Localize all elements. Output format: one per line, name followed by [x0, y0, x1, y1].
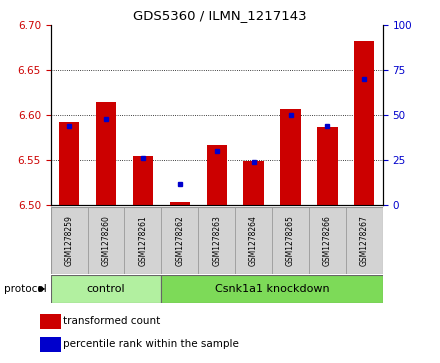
- Text: GDS5360 / ILMN_1217143: GDS5360 / ILMN_1217143: [133, 9, 307, 22]
- Bar: [317, 127, 337, 205]
- Text: protocol: protocol: [4, 284, 47, 294]
- Text: GSM1278265: GSM1278265: [286, 215, 295, 266]
- Bar: [206, 145, 227, 205]
- Text: GSM1278261: GSM1278261: [138, 215, 147, 266]
- Text: percentile rank within the sample: percentile rank within the sample: [63, 339, 239, 350]
- Bar: [354, 41, 374, 205]
- Text: GSM1278260: GSM1278260: [102, 215, 110, 266]
- Bar: [40, 337, 61, 352]
- Bar: [40, 314, 61, 329]
- Bar: [133, 156, 153, 205]
- Text: Csnk1a1 knockdown: Csnk1a1 knockdown: [215, 284, 330, 294]
- Text: GSM1278264: GSM1278264: [249, 215, 258, 266]
- Text: GSM1278266: GSM1278266: [323, 215, 332, 266]
- Bar: [170, 203, 190, 205]
- Bar: [96, 102, 116, 205]
- Text: GSM1278267: GSM1278267: [360, 215, 369, 266]
- Text: GSM1278262: GSM1278262: [175, 215, 184, 266]
- Bar: [280, 109, 301, 205]
- Bar: [243, 161, 264, 205]
- Text: control: control: [87, 284, 125, 294]
- Bar: [51, 275, 161, 303]
- Text: GSM1278263: GSM1278263: [212, 215, 221, 266]
- Text: transformed count: transformed count: [63, 316, 160, 326]
- Bar: [161, 275, 383, 303]
- Bar: [59, 122, 79, 205]
- Text: GSM1278259: GSM1278259: [65, 215, 73, 266]
